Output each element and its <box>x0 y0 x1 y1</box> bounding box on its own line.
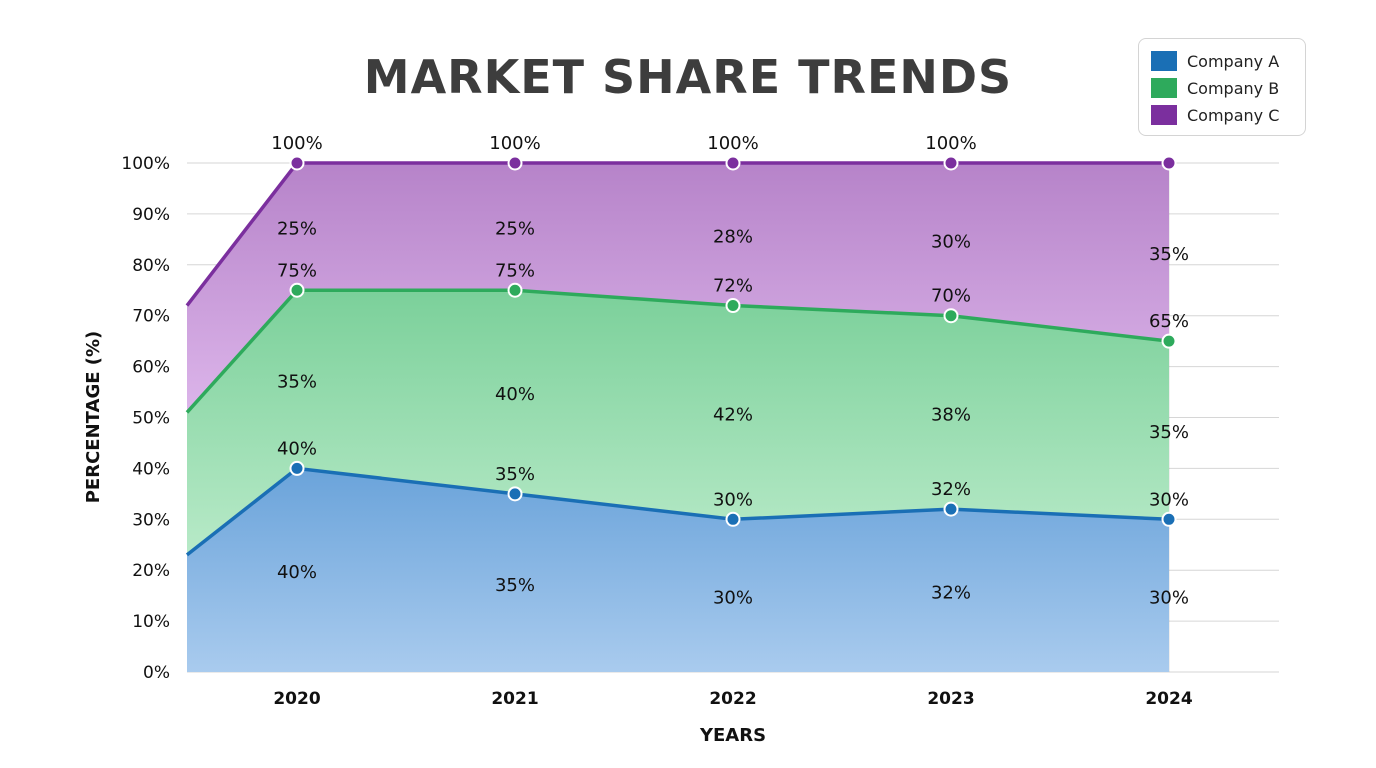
point-label-company-b: 75% <box>277 260 317 281</box>
band-label-company-a: 35% <box>495 575 535 596</box>
point-label-company-c: 100% <box>707 133 758 154</box>
legend-label: Company B <box>1187 78 1280 98</box>
point-label-company-a: 30% <box>713 489 753 510</box>
point-label-company-a: 35% <box>495 464 535 485</box>
band-label-company-c: 35% <box>1149 244 1189 265</box>
point-company-c <box>1161 155 1177 171</box>
legend-swatch <box>1151 105 1177 125</box>
band-label-company-a: 40% <box>277 562 317 583</box>
y-tick-label: 20% <box>132 561 170 581</box>
band-label-company-b: 35% <box>1149 422 1189 443</box>
point-label-company-a: 40% <box>277 438 317 459</box>
x-axis-title: YEARS <box>699 725 766 746</box>
point-label-company-c: 100% <box>925 133 976 154</box>
point-company-b <box>943 308 959 324</box>
band-label-company-c: 30% <box>931 231 971 252</box>
line-company-a <box>185 466 1170 557</box>
band-label-company-c: 25% <box>495 219 535 240</box>
band-label-company-a: 30% <box>713 588 753 609</box>
y-tick-label: 40% <box>132 459 170 479</box>
y-tick-label: 80% <box>132 256 170 276</box>
point-company-a <box>289 460 305 476</box>
chart-title: MARKET SHARE TRENDS <box>363 50 1013 104</box>
y-tick-label: 10% <box>132 612 170 632</box>
point-company-a <box>1161 511 1177 527</box>
y-tick-label: 70% <box>132 307 170 327</box>
area-company-a <box>187 468 1169 672</box>
area-company-c <box>187 163 1169 413</box>
legend-label: Company A <box>1187 51 1280 71</box>
x-tick-label: 2024 <box>1145 689 1192 709</box>
point-company-c <box>289 155 305 171</box>
legend-label: Company C <box>1187 105 1280 125</box>
legend: Company A Company B Company C <box>1138 38 1306 136</box>
band-label-company-b: 40% <box>495 384 535 405</box>
y-tick-label: 50% <box>132 409 170 429</box>
line-company-b <box>185 288 1170 414</box>
point-label-company-b: 72% <box>713 276 753 297</box>
y-tick-label: 100% <box>121 154 170 174</box>
x-tick-label: 2020 <box>273 689 320 709</box>
point-company-c <box>943 155 959 171</box>
point-company-a <box>725 511 741 527</box>
point-label-company-c: 100% <box>489 133 540 154</box>
point-label-company-a: 30% <box>1149 489 1189 510</box>
point-company-a <box>507 486 523 502</box>
point-label-company-b: 75% <box>495 260 535 281</box>
band-label-company-c: 25% <box>277 219 317 240</box>
y-tick-label: 90% <box>132 205 170 225</box>
point-company-c <box>725 155 741 171</box>
x-tick-label: 2021 <box>491 689 538 709</box>
point-company-a <box>943 501 959 517</box>
y-tick-label: 30% <box>132 510 170 530</box>
y-axis-title: PERCENTAGE (%) <box>83 331 104 504</box>
x-tick-label: 2023 <box>927 689 974 709</box>
x-tick-label: 2022 <box>709 689 756 709</box>
legend-item-company-c: Company C <box>1151 104 1279 126</box>
legend-item-company-a: Company A <box>1151 50 1279 72</box>
point-label-company-b: 65% <box>1149 311 1189 332</box>
point-label-company-a: 32% <box>931 479 971 500</box>
point-company-b <box>1161 333 1177 349</box>
band-label-company-c: 28% <box>713 226 753 247</box>
point-company-b <box>725 298 741 314</box>
band-label-company-b: 35% <box>277 371 317 392</box>
point-company-b <box>289 282 305 298</box>
point-company-c <box>507 155 523 171</box>
line-company-c <box>185 161 1169 307</box>
point-label-company-c: 100% <box>271 133 322 154</box>
band-label-company-a: 30% <box>1149 588 1189 609</box>
y-tick-label: 0% <box>143 663 170 683</box>
y-tick-label: 60% <box>132 358 170 378</box>
legend-swatch <box>1151 51 1177 71</box>
band-label-company-b: 38% <box>931 404 971 425</box>
band-label-company-b: 42% <box>713 404 753 425</box>
point-company-b <box>507 282 523 298</box>
band-label-company-a: 32% <box>931 583 971 604</box>
area-company-b <box>187 290 1169 555</box>
legend-swatch <box>1151 78 1177 98</box>
point-label-company-b: 70% <box>931 286 971 307</box>
legend-item-company-b: Company B <box>1151 77 1279 99</box>
